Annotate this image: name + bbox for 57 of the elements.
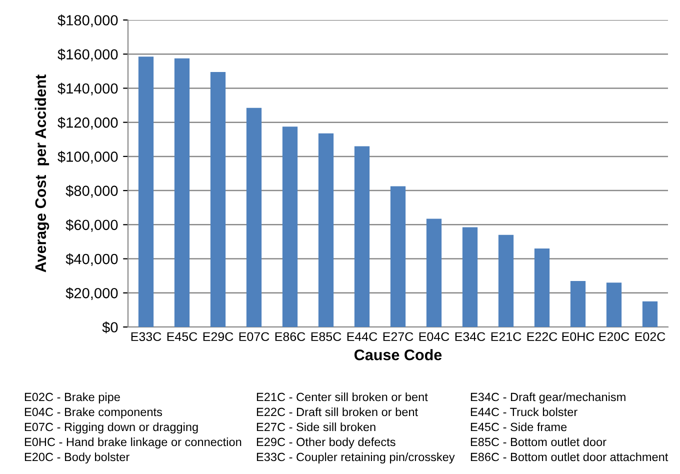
- text: E33C - Coupler retaining pin/crosskey: [256, 452, 455, 464]
- y-tick-label: $0: [102, 321, 118, 334]
- x-tick-label: E33C: [131, 332, 162, 342]
- bar: [498, 234, 514, 327]
- y-tick-label: $160,000: [58, 48, 118, 62]
- y-tick-label: $20,000: [66, 287, 118, 300]
- text: E86C - Bottom outlet door attachment: [470, 452, 668, 462]
- bar: [246, 108, 262, 327]
- text: E34C - Draft gear/mechanism: [470, 392, 626, 404]
- text: E04C - Brake components: [24, 407, 162, 419]
- text: E85C - Bottom outlet door: [470, 437, 606, 446]
- text: E45C - Side frame: [470, 422, 567, 432]
- bar: [426, 218, 442, 327]
- text: E21C - Center sill broken or bent: [256, 392, 428, 402]
- bar: [534, 248, 550, 327]
- x-tick-label: E20C: [599, 332, 630, 342]
- y-tick-label: $80,000: [66, 185, 118, 198]
- x-tick-label: E29C: [203, 332, 234, 342]
- x-tick-label: E04C: [419, 332, 450, 342]
- text: E44C - Truck bolster: [470, 407, 578, 416]
- x-tick-label: E45C: [167, 332, 198, 342]
- y-tick-label: $120,000: [58, 116, 118, 130]
- text: E07C - Rigging down or dragging: [24, 422, 198, 434]
- y-tick-label: $100,000: [58, 150, 118, 164]
- x-tick-label: E0HC: [562, 332, 594, 342]
- bar: [138, 56, 154, 327]
- bar: [354, 146, 370, 327]
- text: E22C - Draft sill broken or bent: [256, 407, 418, 416]
- y-tick-label: $40,000: [66, 253, 118, 266]
- x-tick-label: E07C: [239, 332, 270, 342]
- text: E27C - Side sill broken: [256, 422, 376, 432]
- x-tick-label: E85C: [311, 332, 342, 342]
- x-axis-title: Cause Code: [354, 349, 442, 360]
- x-tick-label: E34C: [455, 332, 486, 342]
- bar: [318, 133, 334, 327]
- bar: [642, 301, 658, 327]
- y-axis-title: Average Cost per Accident: [34, 74, 50, 272]
- x-tick-label: E22C: [527, 332, 558, 342]
- x-tick-label: E27C: [383, 332, 414, 342]
- bar: [174, 58, 190, 327]
- bar: [282, 126, 298, 327]
- x-tick-label: E86C: [275, 332, 306, 342]
- text: E20C - Body bolster: [24, 452, 130, 464]
- y-tick-label: $140,000: [58, 82, 118, 96]
- x-tick-label: E21C: [491, 332, 522, 342]
- x-tick-label: E02C: [635, 332, 666, 342]
- bar: [606, 282, 622, 327]
- y-tick-label: $180,000: [58, 14, 118, 28]
- bar: [570, 280, 586, 327]
- bar: [210, 72, 226, 327]
- bar: [390, 186, 406, 327]
- y-tick-label: $60,000: [66, 219, 118, 232]
- x-tick-label: E44C: [347, 332, 378, 342]
- text: E02C - Brake pipe: [24, 392, 120, 404]
- text: E0HC - Hand brake linkage or connection: [24, 437, 242, 449]
- bar: [462, 227, 478, 327]
- text: E29C - Other body defects: [256, 437, 396, 449]
